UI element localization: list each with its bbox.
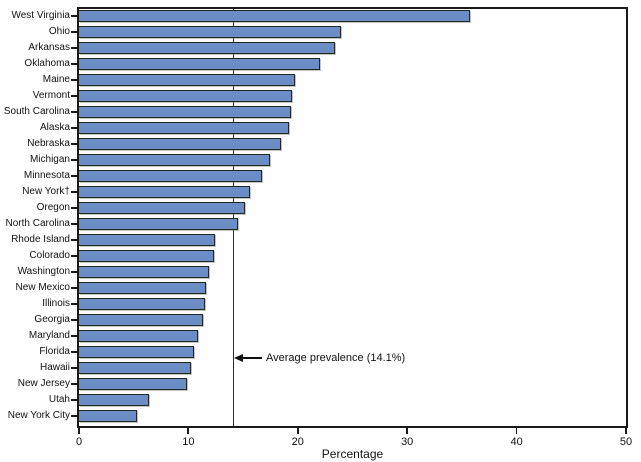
bar-new-jersey: [79, 378, 188, 390]
x-axis-title: Percentage: [321, 447, 384, 461]
x-tick-10: [187, 428, 190, 434]
x-tick-label-20: 20: [291, 436, 304, 448]
bar-utah: [79, 394, 149, 406]
bar-ohio: [79, 26, 341, 38]
y-label-washington: Washington: [17, 266, 70, 277]
x-tick-0: [78, 428, 80, 434]
y-tick: [71, 271, 77, 273]
y-tick: [71, 351, 77, 353]
y-label-new-mexico: New Mexico: [15, 282, 70, 293]
x-tick-label-0: 0: [75, 436, 83, 448]
y-label-new-york-city: New York City: [7, 410, 70, 421]
bar-new-mexico: [79, 282, 206, 294]
x-tick-label-50: 50: [619, 436, 633, 448]
y-tick: [71, 239, 77, 241]
y-tick: [71, 303, 77, 305]
y-tick: [71, 15, 77, 17]
y-label-illinois: Illinois: [42, 298, 70, 309]
y-label-colorado: Colorado: [29, 250, 70, 261]
y-label-minnesota: Minnesota: [23, 170, 70, 181]
y-tick: [71, 111, 77, 113]
x-tick-40: [515, 428, 518, 434]
x-tick-50: [625, 428, 627, 434]
y-tick: [71, 383, 77, 385]
bar-colorado: [79, 250, 214, 262]
bar-georgia: [79, 314, 203, 326]
bar-arkansas: [79, 42, 335, 54]
bar-illinois: [79, 298, 205, 310]
y-label-maryland: Maryland: [28, 330, 70, 341]
y-tick: [71, 95, 77, 97]
y-label-maine: Maine: [42, 74, 70, 85]
y-label-south-carolina: South Carolina: [3, 106, 70, 117]
x-tick-30: [406, 428, 408, 434]
bar-michigan: [79, 154, 271, 166]
x-tick-label-40: 40: [510, 436, 523, 448]
bar-vermont: [79, 90, 293, 102]
bar-south-carolina: [79, 106, 292, 118]
y-tick: [71, 31, 77, 33]
y-tick: [71, 63, 77, 65]
bar-rhode-island: [79, 234, 215, 246]
y-label-vermont: Vermont: [32, 90, 70, 101]
y-label-oregon: Oregon: [36, 202, 70, 213]
y-label-north-carolina: North Carolina: [5, 218, 70, 229]
bar-new-york-city: [79, 410, 137, 422]
y-tick: [71, 127, 77, 129]
bar-nebraska: [79, 138, 282, 150]
y-tick: [71, 287, 77, 289]
y-tick: [71, 47, 77, 49]
y-tick: [71, 159, 77, 161]
y-tick: [71, 367, 77, 369]
y-label-michigan: Michigan: [29, 154, 70, 165]
y-label-arkansas: Arkansas: [28, 42, 70, 53]
bar-hawaii: [79, 362, 191, 374]
y-tick: [71, 399, 77, 401]
x-tick-label-30: 30: [401, 436, 414, 448]
y-label-hawaii: Hawaii: [39, 362, 70, 373]
average-reference-line: [232, 9, 234, 426]
y-tick: [71, 191, 77, 193]
x-tick-20: [296, 428, 299, 434]
bar-maryland: [79, 330, 199, 342]
y-label-new-jersey: New Jersey: [17, 378, 70, 389]
y-label-utah: Utah: [48, 394, 70, 405]
y-label-alaska: Alaska: [39, 122, 70, 133]
bar-minnesota: [79, 170, 262, 182]
y-tick: [71, 175, 77, 177]
y-tick: [71, 255, 77, 257]
y-label-nebraska: Nebraska: [27, 138, 70, 149]
y-label-florida: Florida: [39, 346, 70, 357]
y-tick: [71, 415, 77, 417]
arrow-shaft: [241, 357, 262, 359]
bar-oregon: [79, 202, 246, 214]
bar-maine: [79, 74, 295, 86]
bar-north-carolina: [79, 218, 238, 230]
bar-west-virginia: [79, 10, 470, 22]
average-annotation-label: Average prevalence (14.1%): [266, 352, 406, 364]
y-label-georgia: Georgia: [34, 314, 70, 325]
y-tick: [71, 335, 77, 337]
bar-alaska: [79, 122, 289, 134]
y-tick: [71, 143, 77, 145]
y-label-ohio: Ohio: [48, 26, 70, 37]
y-label-west-virginia: West Virginia: [11, 10, 70, 21]
y-tick: [71, 319, 77, 321]
y-tick: [71, 207, 77, 209]
y-label-new-york: New York†: [22, 186, 70, 197]
left-arrow-icon: [234, 354, 243, 362]
plot-area: [77, 7, 628, 428]
y-tick: [71, 79, 77, 81]
y-label-oklahoma: Oklahoma: [24, 58, 70, 69]
bar-oklahoma: [79, 58, 320, 70]
bar-florida: [79, 346, 194, 358]
y-label-rhode-island: Rhode Island: [11, 234, 70, 245]
x-tick-label-10: 10: [182, 436, 195, 448]
bar-new-york: [79, 186, 250, 198]
bar-washington: [79, 266, 210, 278]
y-tick: [71, 223, 77, 225]
